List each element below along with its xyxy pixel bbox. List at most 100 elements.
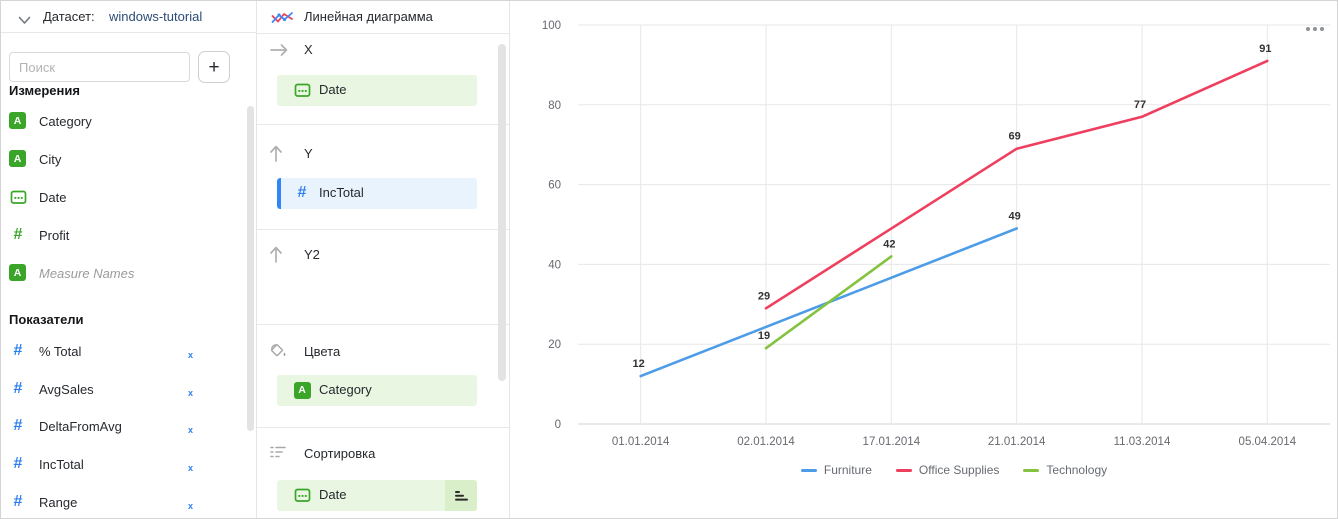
section-y2-label: Y2 bbox=[304, 247, 320, 262]
section-divider bbox=[257, 427, 509, 428]
formula-icon[interactable] bbox=[187, 494, 193, 511]
field-pill-x-date[interactable]: Date bbox=[277, 75, 477, 106]
selected-field-bar bbox=[277, 178, 281, 209]
dimension-label: Measure Names bbox=[39, 266, 135, 281]
svg-text:20: 20 bbox=[548, 339, 561, 351]
svg-text:17.01.2014: 17.01.2014 bbox=[863, 436, 921, 448]
arrow-right-icon bbox=[269, 43, 291, 60]
svg-text:100: 100 bbox=[542, 20, 561, 32]
measure-row-range[interactable]: Range bbox=[1, 493, 241, 513]
svg-text:69: 69 bbox=[1009, 131, 1021, 143]
number-field-icon bbox=[9, 493, 27, 511]
line-chart[interactable]: 0 20 40 60 80 100 01.01.2014 02.01.2014 17.01.20… bbox=[510, 1, 1337, 518]
section-sort-label: Сортировка bbox=[304, 446, 376, 461]
legend-swatch bbox=[895, 468, 912, 472]
chart-type-label: Линейная диаграмма bbox=[304, 9, 433, 24]
calendar-icon bbox=[9, 188, 27, 206]
formula-icon[interactable] bbox=[187, 456, 193, 473]
sort-direction-button[interactable] bbox=[445, 480, 477, 511]
number-field-icon bbox=[293, 184, 311, 202]
number-field-icon bbox=[9, 380, 27, 398]
search-input[interactable] bbox=[9, 52, 190, 82]
chart-builder-panel: Линейная диаграмма X Date Y IncTotal bbox=[257, 1, 510, 518]
chart-type-header[interactable]: Линейная диаграмма bbox=[257, 1, 509, 34]
svg-text:01.01.2014: 01.01.2014 bbox=[612, 436, 670, 448]
sort-icon bbox=[269, 445, 287, 462]
dimension-row-profit[interactable]: Profit bbox=[1, 226, 241, 246]
svg-text:60: 60 bbox=[548, 180, 561, 192]
legend-swatch bbox=[1023, 468, 1040, 472]
measure-row-deltafromavg[interactable]: DeltaFromAvg bbox=[1, 417, 241, 437]
section-divider bbox=[257, 324, 509, 325]
calendar-icon bbox=[293, 486, 311, 504]
dataset-label: Датасет: bbox=[43, 9, 95, 24]
svg-text:40: 40 bbox=[548, 259, 561, 271]
dataset-header: Датасет: windows-tutorial bbox=[1, 1, 256, 33]
string-field-icon bbox=[9, 112, 26, 129]
dataset-name-link[interactable]: windows-tutorial bbox=[109, 9, 203, 24]
dataset-fields-panel: Датасет: windows-tutorial + Измерения Ca… bbox=[1, 1, 257, 518]
legend-item[interactable]: Office Supplies bbox=[895, 463, 999, 477]
fields-scrollbar[interactable] bbox=[247, 106, 254, 431]
number-field-icon bbox=[9, 417, 27, 435]
svg-text:19: 19 bbox=[758, 330, 770, 342]
chart-preview-panel: 0 20 40 60 80 100 01.01.2014 02.01.2014 17.01.20… bbox=[510, 1, 1337, 518]
svg-text:91: 91 bbox=[1259, 43, 1271, 55]
svg-text:11.03.2014: 11.03.2014 bbox=[1114, 436, 1171, 448]
svg-text:42: 42 bbox=[883, 238, 895, 250]
section-x-label: X bbox=[304, 42, 313, 57]
formula-icon[interactable] bbox=[187, 381, 193, 398]
dimension-label: Category bbox=[39, 114, 92, 129]
dimension-row-city[interactable]: City bbox=[1, 150, 241, 170]
arrow-up-icon bbox=[269, 144, 283, 166]
pill-label: Date bbox=[319, 487, 347, 502]
svg-text:49: 49 bbox=[1009, 210, 1021, 222]
measure-label: IncTotal bbox=[39, 457, 84, 472]
chart-legend: Furniture Office Supplies Technology bbox=[578, 463, 1330, 477]
legend-item[interactable]: Technology bbox=[1023, 463, 1107, 477]
measure-label: Range bbox=[39, 495, 78, 510]
svg-text:29: 29 bbox=[758, 290, 770, 302]
calendar-icon bbox=[293, 81, 311, 99]
dimension-row-measure-names[interactable]: Measure Names bbox=[1, 264, 241, 284]
line-chart-icon bbox=[271, 10, 294, 29]
measure-row-avgsales[interactable]: AvgSales bbox=[1, 380, 241, 400]
svg-text:0: 0 bbox=[555, 419, 561, 431]
section-y-label: Y bbox=[304, 146, 313, 161]
legend-label: Technology bbox=[1046, 463, 1108, 477]
measure-row-inctotal[interactable]: IncTotal bbox=[1, 455, 241, 475]
section-divider bbox=[257, 124, 509, 125]
pill-label: Date bbox=[319, 82, 347, 97]
string-field-icon bbox=[9, 150, 26, 167]
legend-item[interactable]: Furniture bbox=[800, 463, 872, 477]
field-pill-colors-category[interactable]: Category bbox=[277, 375, 477, 406]
string-field-icon bbox=[293, 381, 311, 399]
svg-text:80: 80 bbox=[548, 100, 561, 112]
measures-section-title: Показатели bbox=[9, 312, 84, 327]
measure-label: % Total bbox=[39, 344, 82, 359]
formula-icon[interactable] bbox=[187, 418, 193, 435]
measure-label: DeltaFromAvg bbox=[39, 419, 122, 434]
section-divider bbox=[257, 229, 509, 230]
pill-label: IncTotal bbox=[319, 185, 364, 200]
dimension-row-date[interactable]: Date bbox=[1, 188, 241, 208]
svg-text:02.01.2014: 02.01.2014 bbox=[737, 436, 795, 448]
number-field-icon bbox=[9, 226, 27, 244]
svg-text:21.01.2014: 21.01.2014 bbox=[988, 436, 1046, 448]
dimension-row-category[interactable]: Category bbox=[1, 112, 241, 132]
builder-scrollbar[interactable] bbox=[498, 44, 506, 381]
add-field-button[interactable]: + bbox=[198, 51, 230, 83]
dimension-label: City bbox=[39, 152, 62, 167]
pill-label: Category bbox=[319, 382, 372, 397]
arrow-up-icon bbox=[269, 245, 283, 267]
number-field-icon bbox=[9, 342, 27, 360]
chevron-down-icon[interactable] bbox=[18, 13, 31, 28]
formula-icon[interactable] bbox=[187, 343, 193, 360]
field-pill-sort-date[interactable]: Date bbox=[277, 480, 477, 511]
chart-menu-button[interactable] bbox=[1304, 25, 1326, 33]
measure-row-pct-total[interactable]: % Total bbox=[1, 342, 241, 362]
svg-text:12: 12 bbox=[633, 358, 645, 370]
legend-swatch bbox=[800, 468, 817, 472]
field-pill-y-inctotal[interactable]: IncTotal bbox=[277, 178, 477, 209]
